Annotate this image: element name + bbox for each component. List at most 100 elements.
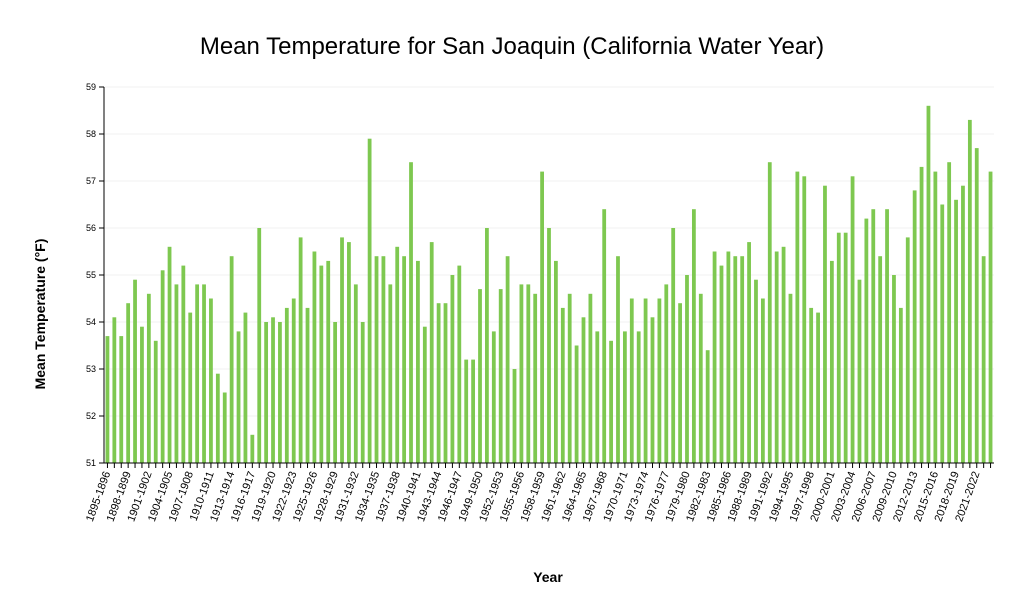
bar bbox=[954, 199, 958, 464]
bar bbox=[436, 303, 441, 463]
bar bbox=[754, 279, 758, 463]
y-tick-label: 55 bbox=[86, 270, 96, 280]
bar bbox=[857, 279, 862, 463]
y-tick-label: 54 bbox=[86, 317, 96, 327]
bar bbox=[933, 171, 938, 463]
y-axis-label: Mean Temperature (°F) bbox=[32, 239, 48, 390]
bar bbox=[126, 303, 131, 463]
bar bbox=[457, 265, 462, 463]
bar bbox=[678, 303, 682, 463]
bar bbox=[146, 293, 151, 463]
y-tick-label: 53 bbox=[86, 364, 96, 374]
bar bbox=[864, 218, 869, 463]
bar bbox=[319, 265, 324, 463]
bar bbox=[719, 265, 724, 463]
bar bbox=[429, 242, 434, 463]
bar bbox=[471, 359, 475, 463]
bar bbox=[195, 284, 200, 463]
bar bbox=[602, 209, 607, 463]
bar bbox=[567, 293, 572, 463]
bar bbox=[112, 317, 117, 463]
bar bbox=[554, 260, 558, 463]
bar bbox=[733, 256, 738, 463]
y-tick-label: 57 bbox=[86, 176, 96, 186]
bar bbox=[416, 260, 420, 463]
bar bbox=[836, 232, 841, 463]
bar bbox=[829, 260, 834, 463]
x-axis-label: Year bbox=[533, 569, 563, 585]
bar bbox=[174, 284, 179, 463]
bar bbox=[512, 369, 517, 463]
bar bbox=[581, 317, 586, 463]
bar bbox=[588, 293, 593, 463]
bar bbox=[671, 228, 676, 463]
bar bbox=[898, 307, 903, 463]
bar bbox=[685, 275, 689, 463]
bar bbox=[229, 256, 234, 463]
bar bbox=[740, 256, 745, 463]
bar bbox=[961, 185, 965, 463]
y-tick-label: 56 bbox=[86, 223, 96, 233]
bar bbox=[312, 251, 317, 463]
bar bbox=[560, 307, 565, 463]
bar bbox=[760, 298, 765, 463]
bar bbox=[243, 312, 248, 463]
bar bbox=[340, 237, 344, 463]
bar bbox=[781, 246, 786, 463]
bar bbox=[291, 298, 296, 463]
bar bbox=[809, 307, 814, 463]
bar bbox=[347, 242, 351, 463]
bar bbox=[278, 322, 282, 463]
bar bbox=[326, 260, 331, 463]
y-axis: 51 52 53 54 55 56 57 58 59 bbox=[86, 82, 105, 468]
bar bbox=[595, 331, 600, 463]
bar bbox=[485, 228, 489, 463]
bar bbox=[374, 256, 379, 463]
bar bbox=[284, 307, 289, 463]
bar bbox=[478, 289, 482, 463]
bar bbox=[622, 331, 627, 463]
chart-title: Mean Temperature for San Joaquin (Califo… bbox=[200, 33, 824, 60]
bar bbox=[636, 331, 641, 463]
bar bbox=[464, 359, 469, 463]
bar bbox=[133, 279, 137, 463]
bar bbox=[788, 293, 793, 463]
bar bbox=[905, 237, 910, 463]
bar bbox=[629, 298, 634, 463]
bar bbox=[802, 176, 807, 464]
bar bbox=[360, 322, 365, 463]
bar bbox=[691, 209, 696, 463]
bar bbox=[912, 190, 917, 463]
bar bbox=[940, 204, 945, 463]
bar bbox=[305, 307, 310, 463]
bar bbox=[574, 345, 579, 463]
bar bbox=[167, 246, 172, 463]
bar bbox=[850, 176, 855, 464]
bar bbox=[919, 166, 924, 463]
bar bbox=[450, 275, 455, 463]
bar bbox=[264, 322, 269, 463]
bar bbox=[298, 237, 303, 463]
bar bbox=[843, 232, 848, 463]
bar bbox=[974, 148, 979, 463]
bar bbox=[353, 284, 358, 463]
bar bbox=[271, 317, 275, 463]
bar bbox=[409, 162, 413, 463]
bar bbox=[519, 284, 524, 463]
bar bbox=[140, 326, 144, 463]
bar bbox=[705, 350, 710, 463]
y-tick-label: 58 bbox=[86, 129, 96, 139]
bar bbox=[526, 284, 531, 463]
bar bbox=[643, 298, 648, 463]
bar bbox=[367, 138, 372, 463]
bar bbox=[885, 209, 889, 463]
bar bbox=[767, 162, 772, 463]
bar bbox=[491, 331, 496, 463]
bar bbox=[547, 228, 551, 463]
y-tick-label: 52 bbox=[86, 411, 96, 421]
bar bbox=[402, 256, 407, 463]
bar bbox=[947, 162, 952, 463]
bar bbox=[540, 171, 544, 463]
bar bbox=[188, 312, 193, 463]
